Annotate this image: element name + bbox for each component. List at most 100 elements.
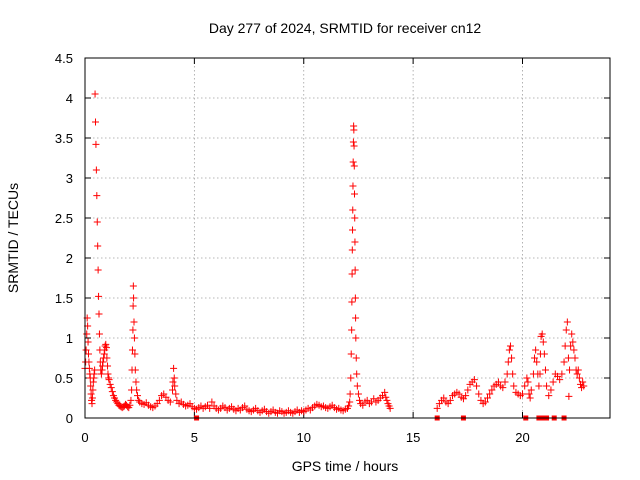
- data-point: [95, 330, 103, 338]
- data-point: [172, 390, 180, 398]
- data-point: [170, 374, 178, 382]
- data-point: [171, 382, 179, 390]
- data-point: [131, 366, 139, 374]
- data-point: [353, 382, 361, 390]
- data-point: [481, 398, 489, 406]
- data-point: [348, 298, 356, 306]
- data-point: [547, 386, 555, 394]
- data-point: [545, 392, 553, 400]
- data-point: [350, 162, 358, 170]
- y-tick-label: 4: [66, 91, 73, 106]
- y-tick-label: 0.5: [55, 371, 73, 386]
- data-point: [348, 326, 356, 334]
- data-point: [568, 330, 576, 338]
- plot-frame: [84, 57, 611, 419]
- data-point: [523, 374, 531, 382]
- data-point: [170, 364, 178, 372]
- data-point: [348, 270, 356, 278]
- data-point: [349, 182, 357, 190]
- data-point: [535, 382, 543, 390]
- data-point: [128, 346, 136, 354]
- y-tick-label: 1.5: [55, 291, 73, 306]
- data-point: [569, 338, 577, 346]
- data-point: [580, 382, 588, 390]
- data-point: [488, 386, 496, 394]
- data-point: [486, 390, 494, 398]
- data-point: [351, 214, 359, 222]
- data-point: [206, 404, 214, 412]
- data-point: [108, 388, 116, 396]
- data-point: [130, 318, 138, 326]
- data-point: [101, 342, 109, 350]
- data-point: [97, 370, 105, 378]
- data-point: [133, 386, 141, 394]
- data-point: [350, 126, 358, 134]
- y-tick-label: 3.5: [55, 131, 73, 146]
- data-point: [509, 370, 517, 378]
- data-point: [85, 350, 92, 358]
- data-point: [558, 370, 566, 378]
- data-point: [131, 350, 139, 358]
- data-point: [346, 398, 354, 406]
- data-point: [356, 396, 364, 404]
- data-point: [208, 398, 216, 406]
- data-point: [84, 338, 92, 346]
- data-point: [563, 318, 571, 326]
- data-point: [103, 354, 111, 362]
- data-point: [104, 362, 112, 370]
- data-point: [169, 386, 176, 394]
- data-point: [352, 314, 360, 322]
- x-tick-label: 0: [81, 430, 88, 445]
- y-axis-label: SRMTID / TECUs: [5, 183, 21, 293]
- data-point: [506, 342, 514, 350]
- data-point: [349, 226, 357, 234]
- data-point: [354, 390, 362, 398]
- data-point: [473, 382, 481, 390]
- data-point: [169, 378, 177, 386]
- data-point: [525, 390, 533, 398]
- data-point: [464, 386, 472, 394]
- grid-lines: [85, 58, 610, 418]
- data-point: [383, 396, 391, 404]
- data-point: [573, 370, 581, 378]
- x-tick-label: 10: [297, 430, 311, 445]
- data-point: [82, 346, 90, 354]
- data-point: [345, 402, 353, 410]
- data-point: [494, 378, 502, 386]
- data-point: [92, 118, 99, 126]
- data-point: [504, 358, 512, 366]
- data-point: [130, 294, 138, 302]
- data-point: [99, 358, 107, 366]
- data-point: [526, 394, 534, 402]
- data-point: [475, 390, 483, 398]
- data-point: [87, 382, 95, 390]
- data-point: [91, 366, 99, 374]
- data-point: [556, 376, 564, 384]
- data-point: [105, 376, 113, 384]
- data-point: [524, 378, 532, 386]
- data-point: [574, 366, 582, 374]
- data-point: [521, 382, 529, 390]
- data-point: [536, 370, 544, 378]
- data-point: [352, 354, 360, 362]
- data-point: [347, 374, 355, 382]
- data-point: [519, 390, 526, 398]
- x-axis-label: GPS time / hours: [292, 458, 399, 474]
- data-point: [562, 326, 570, 334]
- data-point: [531, 354, 539, 362]
- data-point: [560, 358, 568, 366]
- data-point: [126, 401, 134, 409]
- data-point: [539, 338, 547, 346]
- data-point: [541, 366, 549, 374]
- data-point: [346, 390, 354, 398]
- data-point: [107, 384, 115, 392]
- data-point: [565, 392, 573, 400]
- data-point: [538, 330, 546, 338]
- data-point: [132, 378, 140, 386]
- data-point: [505, 346, 513, 354]
- data-point: [92, 140, 100, 148]
- data-point: [348, 246, 356, 254]
- data-point: [386, 404, 394, 412]
- data-point: [579, 378, 587, 386]
